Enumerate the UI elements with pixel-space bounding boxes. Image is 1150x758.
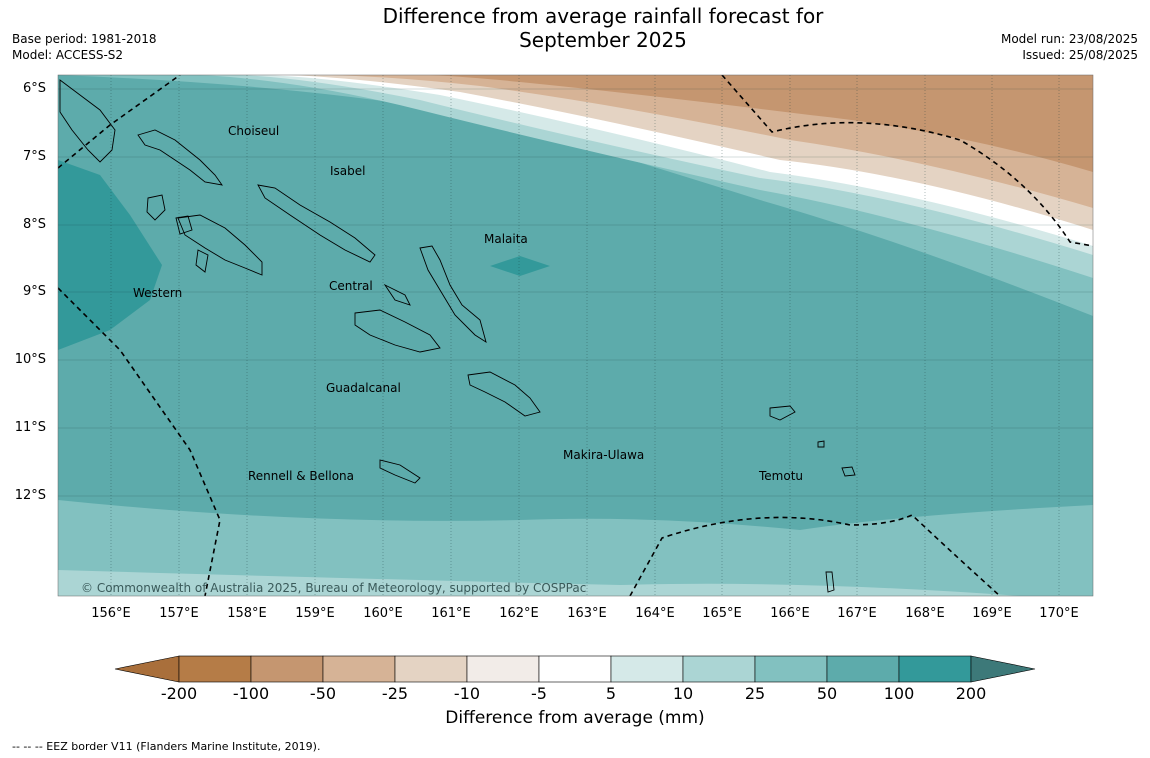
isabel-island [257,184,376,263]
colorbar-label: Difference from average (mm) [445,708,705,728]
lon-label: 157°E [159,606,199,621]
guadalcanal-island [354,309,441,353]
colorbar-swatch [826,655,900,683]
colorbar-swatch [322,655,396,683]
band-10-25-south [58,570,1020,596]
colorbar-tick: -100 [232,684,270,703]
lat-label: 8°S [22,217,46,232]
colorbar-tick: 10 [672,684,694,703]
colorbar [114,655,1036,683]
lat-label: 6°S [22,81,46,96]
colorbar-swatch [250,655,324,683]
band-100-200-west [58,160,162,350]
lon-label: 156°E [91,606,131,621]
colorbar-tick: 5 [605,684,617,703]
bougainville-island [59,79,116,163]
band-neg100-neg50 [430,75,1093,172]
lon-label: 165°E [702,606,742,621]
issued-date: Issued: 25/08/2025 [1022,48,1138,62]
colorbar-tick: 100 [883,684,915,703]
coastlines [59,79,856,593]
map-title: Difference from average rainfall forecas… [330,4,876,52]
rennell-island [379,459,421,484]
colorbar-tick: 50 [816,684,838,703]
label-guadalcanal: Guadalcanal [326,381,401,395]
band-100-200-patch [490,256,550,276]
lat-label: 11°S [14,420,46,435]
lon-label: 161°E [431,606,471,621]
province-labels: Choiseul Isabel Malaita Western Central … [133,124,803,483]
colorbar-swatch [466,655,540,683]
label-malaita: Malaita [484,232,528,246]
label-central: Central [329,279,373,293]
copyright-notice: © Commonwealth of Australia 2025, Bureau… [81,581,586,595]
label-rennell-bellona: Rennell & Bellona [248,469,354,483]
label-isabel: Isabel [330,164,365,178]
label-choiseul: Choiseul [228,124,279,138]
title-line-1: Difference from average rainfall forecas… [382,4,824,28]
lat-label: 9°S [22,284,46,299]
lat-label: 12°S [14,488,46,503]
latitude-lines [58,88,1093,497]
model-run-date: Model run: 23/08/2025 [1000,32,1138,46]
malaita-island [419,245,487,344]
band-25-50-south [58,500,1093,596]
colorbar-tick: -10 [453,684,481,703]
makira-island [467,371,541,417]
colorbar-tick: -50 [309,684,337,703]
colorbar-tick: -5 [531,684,547,703]
map-frame [57,74,1094,597]
choiseul-island [137,129,223,186]
colorbar-swatch [178,655,252,683]
colorbar-swatch [754,655,828,683]
colorbar-tick: -25 [381,684,409,703]
lon-label: 170°E [1039,606,1079,621]
lon-label: 162°E [499,606,539,621]
lon-label: 164°E [635,606,675,621]
rainfall-field [58,75,1093,596]
run-info: Model run: 23/08/2025 Issued: 25/08/2025 [1001,31,1138,63]
label-temotu: Temotu [758,469,803,483]
lat-label: 10°S [14,352,46,367]
label-western: Western [133,286,182,300]
lon-label: 169°E [972,606,1012,621]
eez-borders [58,75,1093,596]
lat-label: 7°S [22,149,46,164]
colorbar-swatch [394,655,468,683]
lon-label: 163°E [567,606,607,621]
lon-label: 166°E [770,606,810,621]
lon-label: 158°E [227,606,267,621]
title-line-2: September 2025 [519,28,687,52]
lon-label: 159°E [295,606,335,621]
colorbar-tick: 200 [955,684,987,703]
new-georgia-islands [177,214,263,276]
colorbar-swatch [682,655,756,683]
model-name: Model: ACCESS-S2 [12,48,124,62]
lon-label: 167°E [837,606,877,621]
eez-legend-note: -- -- -- EEZ border V11 (Flanders Marine… [12,740,321,753]
lon-label: 160°E [363,606,403,621]
model-info: Base period: 1981-2018 Model: ACCESS-S2 [12,31,157,63]
base-period: Base period: 1981-2018 [12,32,157,46]
colorbar-tick: -200 [160,684,198,703]
colorbar-extend-low [114,655,180,683]
colorbar-swatch [538,655,612,683]
colorbar-tick: 25 [744,684,766,703]
colorbar-swatch [610,655,684,683]
colorbar-extend-high [970,655,1036,683]
label-makira-ulawa: Makira-Ulawa [563,448,644,462]
lon-label: 168°E [905,606,945,621]
colorbar-swatch [898,655,972,683]
